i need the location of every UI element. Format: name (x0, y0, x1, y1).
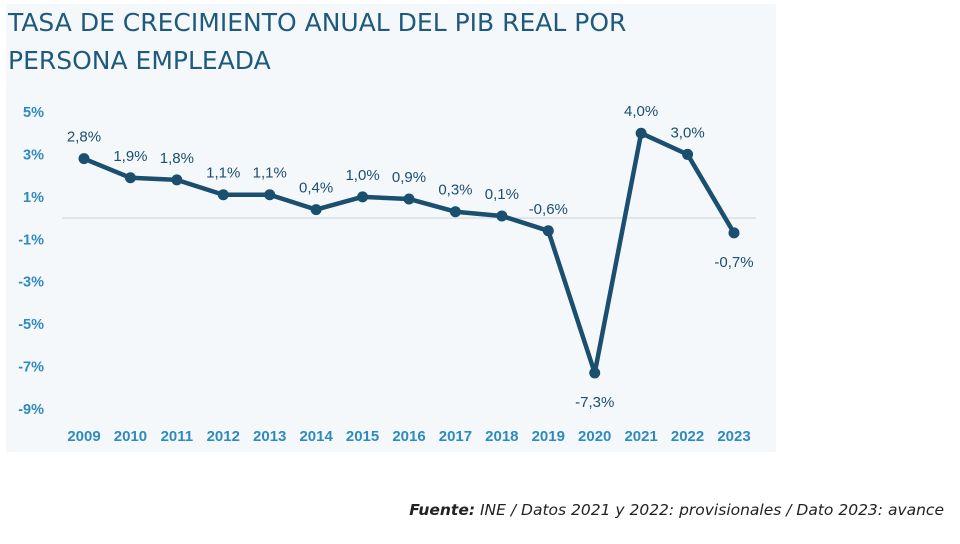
data-label: 1,1% (253, 165, 287, 182)
source-text: INE / Datos 2021 y 2022: provisionales /… (479, 501, 944, 519)
x-tick-label: 2012 (207, 428, 240, 445)
data-label: 2,8% (67, 129, 101, 146)
x-axis-ticks: 2009 2010 2011 2012 2013 2014 2015 2016 2017 2018… (67, 428, 750, 445)
y-tick-label: -7% (18, 360, 44, 376)
data-label: 0,1% (485, 186, 519, 203)
data-point (682, 148, 694, 160)
x-tick-label: 2023 (717, 428, 750, 445)
data-point (171, 174, 183, 186)
x-tick-label: 2014 (299, 428, 333, 445)
source-label: Fuente: (409, 501, 476, 519)
data-label: 0,3% (438, 182, 472, 199)
data-point (542, 225, 554, 237)
x-tick-label: 2018 (485, 428, 518, 445)
x-tick-label: 2019 (532, 428, 565, 445)
data-point (496, 210, 508, 222)
data-point (635, 127, 647, 139)
data-point (264, 189, 276, 201)
source-note: Fuente: INE / Datos 2021 y 2022: provisi… (409, 501, 944, 519)
y-tick-label: -3% (18, 275, 44, 291)
y-tick-label: 5% (23, 105, 44, 121)
data-point (124, 172, 136, 184)
chart-panel (6, 4, 776, 452)
data-point (449, 206, 461, 218)
data-labels: 2,8% 1,9% 1,8% 1,1% 1,1% 0,4% 1,0% 0,9% 0,3% 0,1%… (67, 103, 754, 411)
data-point (403, 193, 415, 205)
data-point (728, 227, 740, 239)
x-tick-label: 2017 (439, 428, 472, 445)
x-tick-label: 2010 (114, 428, 147, 445)
data-label: 1,9% (113, 148, 147, 165)
x-tick-label: 2015 (346, 428, 379, 445)
y-tick-label: -9% (18, 402, 44, 418)
y-tick-label: -1% (18, 232, 44, 248)
data-label: 0,4% (299, 180, 333, 197)
x-tick-label: 2022 (671, 428, 704, 445)
data-label: -0,6% (529, 201, 568, 218)
data-point (217, 189, 229, 201)
data-point (589, 367, 601, 379)
x-tick-label: 2020 (578, 428, 611, 445)
y-tick-label: 3% (23, 147, 44, 163)
y-axis-ticks: 5% 3% 1% -1% -3% -5% -7% -9% (18, 105, 44, 418)
x-tick-label: 2021 (624, 428, 657, 445)
data-points (78, 127, 740, 379)
data-point (78, 153, 90, 165)
y-tick-label: -5% (18, 317, 44, 333)
data-label: 1,0% (345, 167, 379, 184)
x-tick-label: 2011 (161, 428, 194, 445)
data-label: -0,7% (714, 254, 753, 271)
y-tick-label: 1% (23, 190, 44, 206)
data-label: 1,1% (206, 165, 240, 182)
x-tick-label: 2013 (253, 428, 286, 445)
chart-title: TASA DE CRECIMIENTO ANUAL DEL PIB REAL P… (8, 8, 627, 75)
data-point (357, 191, 369, 203)
data-label: 4,0% (624, 103, 658, 120)
x-tick-label: 2009 (67, 428, 100, 445)
data-label: 3,0% (670, 124, 704, 141)
data-label: -7,3% (575, 394, 614, 411)
data-label: 0,9% (392, 169, 426, 186)
x-tick-label: 2016 (392, 428, 425, 445)
data-label: 1,8% (160, 150, 194, 167)
data-point (310, 204, 322, 216)
